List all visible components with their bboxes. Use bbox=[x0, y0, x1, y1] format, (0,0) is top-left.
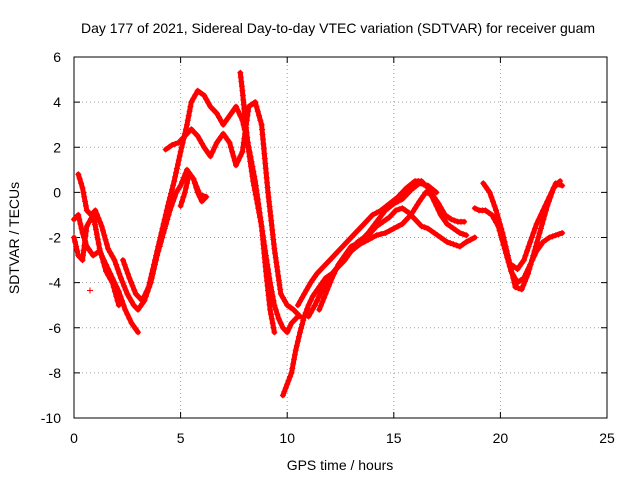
grid bbox=[74, 57, 607, 418]
markers-arc-10 bbox=[316, 180, 440, 313]
x-axis-title: GPS time / hours bbox=[287, 457, 394, 473]
y-tick-label: -2 bbox=[49, 230, 62, 246]
y-tick-label: -6 bbox=[49, 320, 62, 336]
chart-title: Day 177 of 2021, Sidereal Day-to-day VTE… bbox=[81, 20, 595, 36]
outlier-point bbox=[86, 287, 93, 294]
axis-ticks: 0 5 10 15 20 25 -10 -8 -6 -4 -2 0 2 4 6 bbox=[41, 49, 615, 446]
markers-arc-5 bbox=[162, 99, 303, 320]
data-markers bbox=[71, 69, 566, 399]
x-tick-label: 20 bbox=[493, 430, 509, 446]
x-tick-label: 0 bbox=[70, 430, 78, 446]
y-tick-label: -10 bbox=[41, 410, 61, 426]
series-arc-8 bbox=[295, 178, 469, 308]
y-tick-label: 2 bbox=[53, 139, 61, 155]
series-arc-11 bbox=[472, 205, 565, 286]
x-tick-label: 15 bbox=[386, 430, 402, 446]
x-tick-label: 25 bbox=[599, 430, 615, 446]
y-axis-title: SDTVAR / TECUs bbox=[6, 182, 22, 294]
markers-arc-14 bbox=[177, 171, 210, 209]
markers-arc-6 bbox=[237, 69, 301, 336]
markers-arc-11 bbox=[471, 205, 566, 286]
y-tick-label: 4 bbox=[53, 94, 61, 110]
plot-frame bbox=[73, 56, 608, 419]
y-tick-label: 6 bbox=[53, 49, 61, 65]
markers-arc-13 bbox=[508, 180, 566, 273]
x-tick-label: 5 bbox=[177, 430, 185, 446]
y-tick-label: -8 bbox=[49, 365, 62, 381]
x-tick-label: 10 bbox=[279, 430, 295, 446]
data-series bbox=[71, 70, 565, 398]
y-tick-label: 0 bbox=[53, 184, 61, 200]
y-tick-label: -4 bbox=[49, 275, 62, 291]
